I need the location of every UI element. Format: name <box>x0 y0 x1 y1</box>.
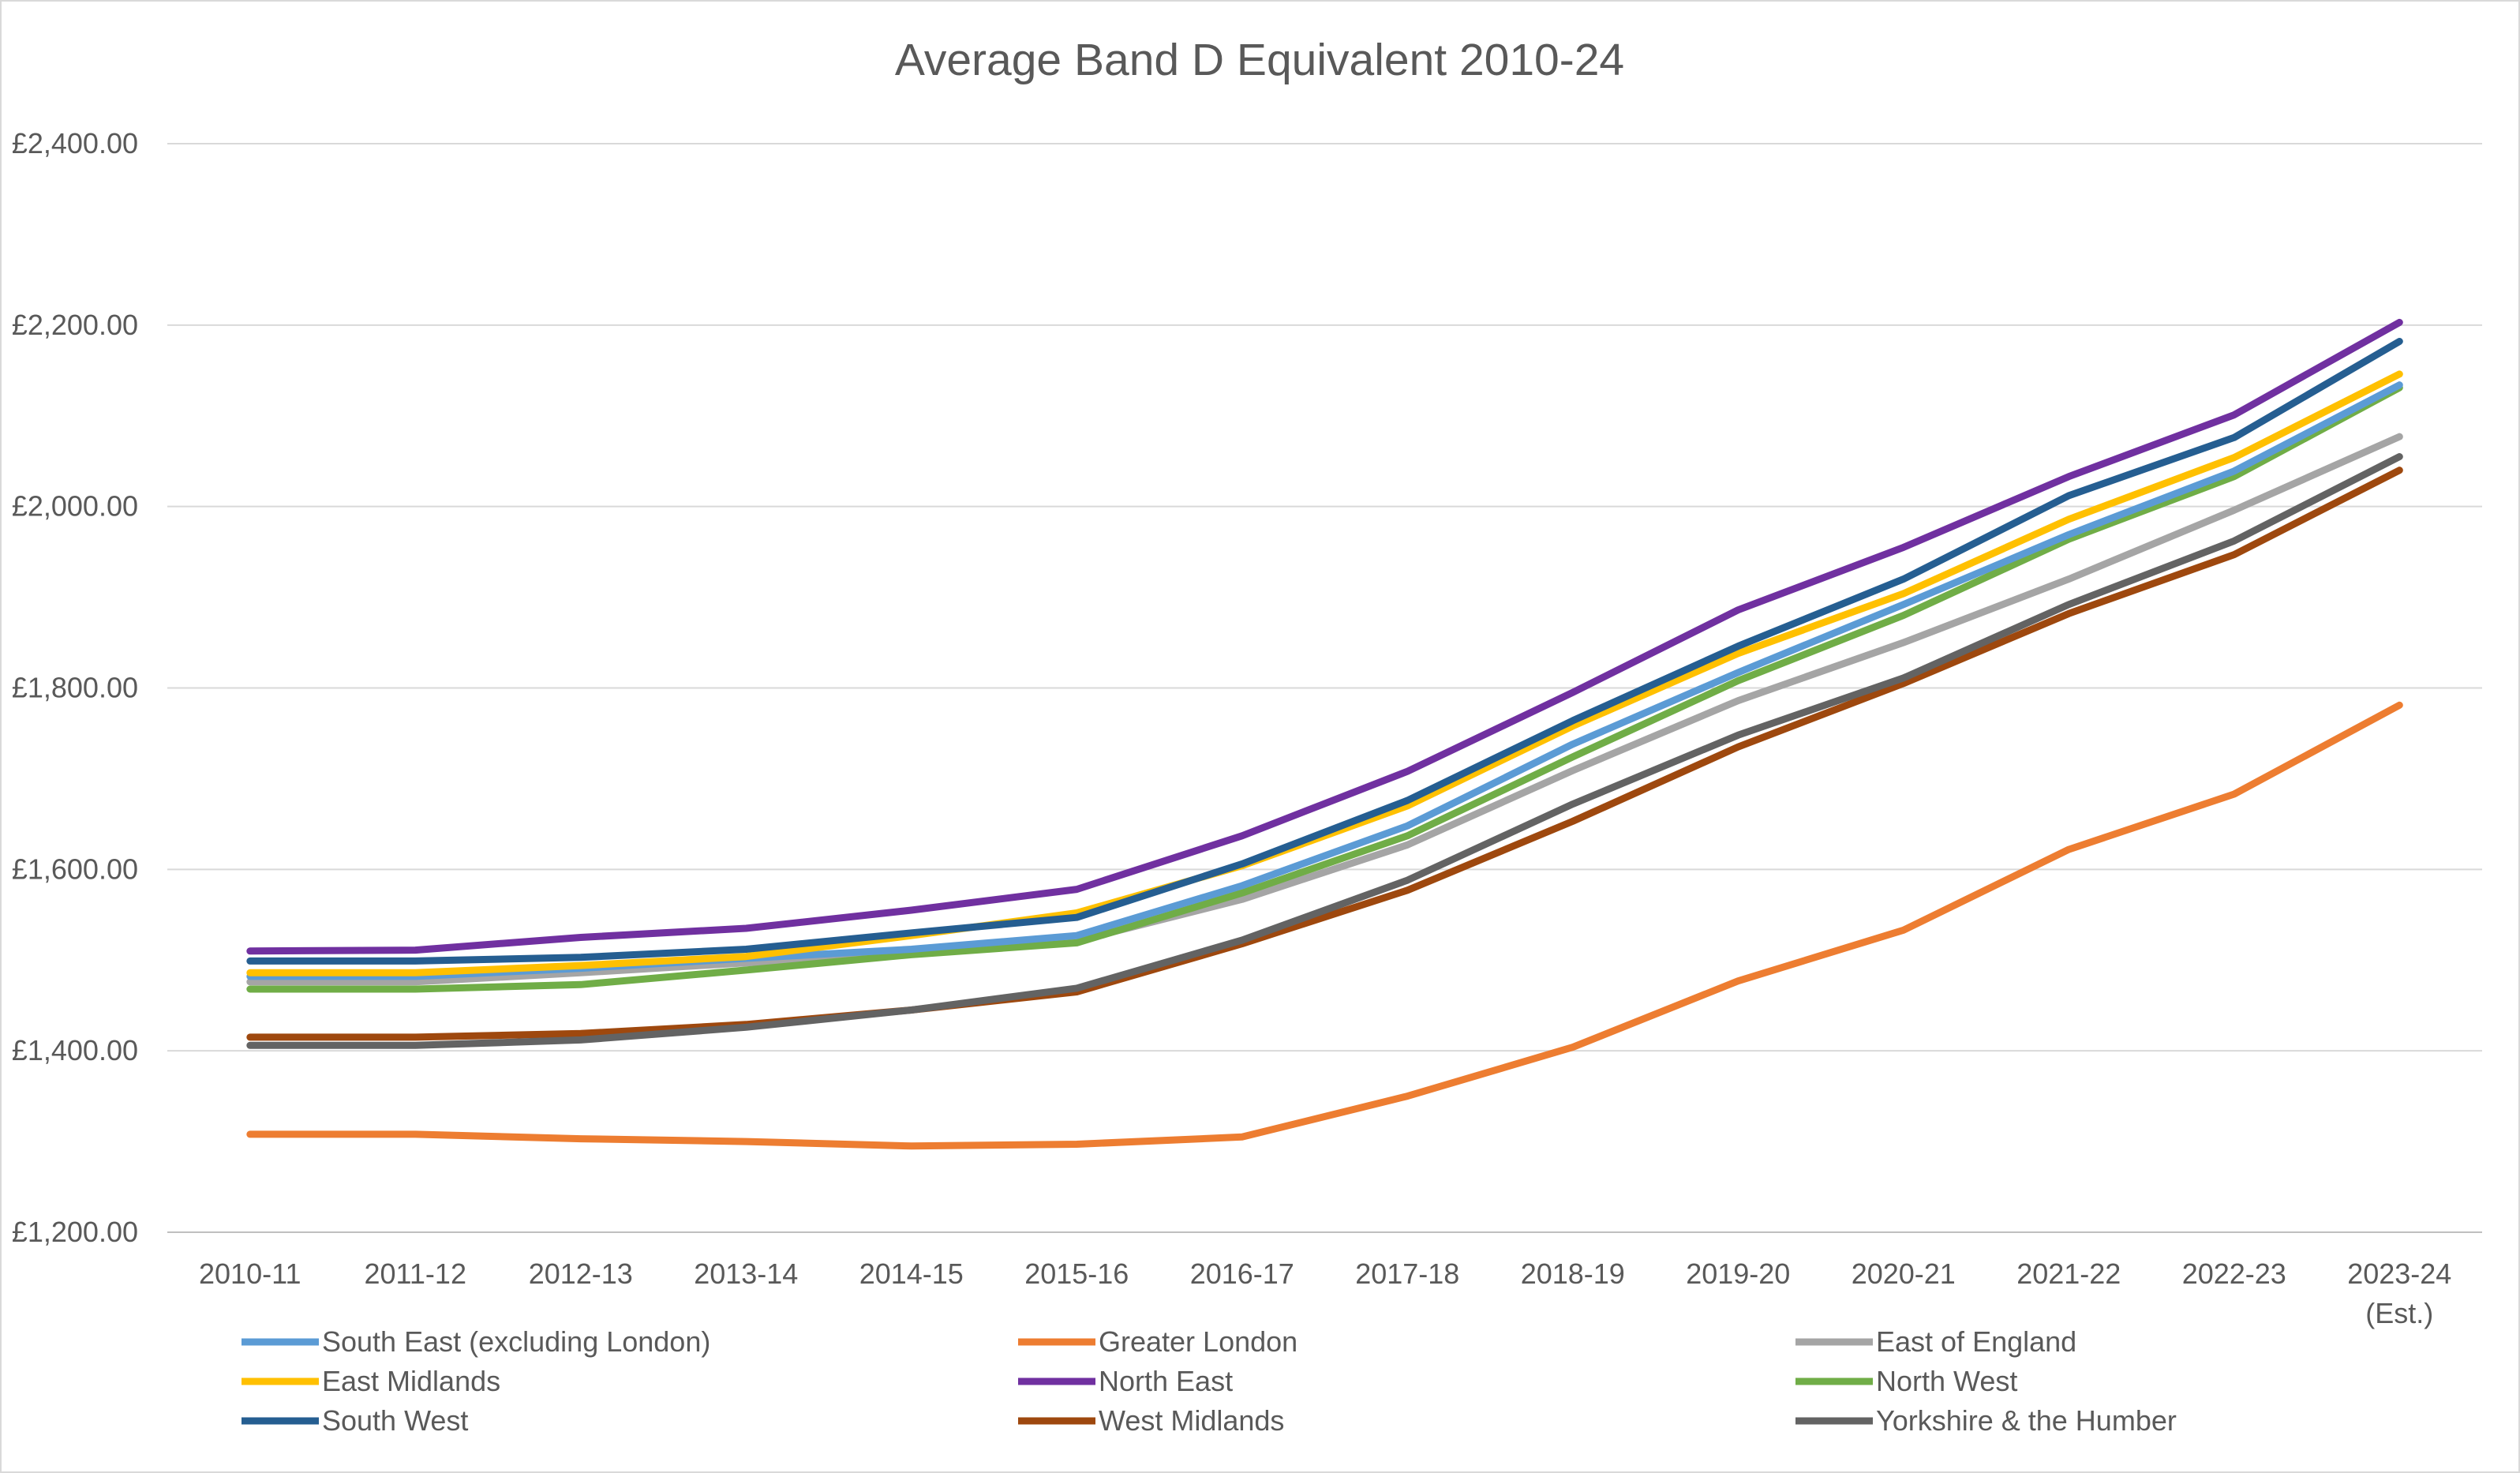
legend-label: East Midlands <box>322 1365 500 1397</box>
x-tick-label: 2022-23 <box>2182 1257 2286 1290</box>
legend-label: South East (excluding London) <box>322 1325 710 1358</box>
series-line <box>246 338 2403 965</box>
series-line <box>246 370 2403 976</box>
legend-label: Yorkshire & the Humber <box>1876 1404 2177 1437</box>
y-tick-label: £2,000.00 <box>12 490 138 523</box>
y-tick-label: £1,400.00 <box>12 1034 138 1066</box>
x-tick-label: 2019-20 <box>1686 1257 1790 1290</box>
legend-item: South West <box>242 1404 468 1437</box>
series-line <box>246 701 2403 1150</box>
legend-item: West Midlands <box>1018 1404 1284 1437</box>
legend-label: Greater London <box>1099 1325 1297 1358</box>
legend-label: North West <box>1876 1365 2017 1397</box>
legend-item: East of England <box>1795 1325 2076 1358</box>
y-axis: £1,200.00 £1,400.00 £1,600.00 £1,800.00 £2,0… <box>12 127 138 1248</box>
x-tick-label: 2010-11 <box>199 1257 301 1290</box>
series-line <box>246 467 2403 1041</box>
x-tick-label: 2018-19 <box>1521 1257 1625 1290</box>
legend-label: South West <box>322 1404 468 1437</box>
y-tick-label: £2,400.00 <box>12 127 138 159</box>
grid-lines <box>167 143 2482 1233</box>
y-tick-label: £2,200.00 <box>12 309 138 341</box>
chart-title: Average Band D Equivalent 2010-24 <box>895 35 1624 85</box>
x-axis: 2010-11 2011-12 2012-13 2013-14 2014-15 2015-… <box>199 1257 2451 1329</box>
x-tick-label: 2021-22 <box>2016 1257 2121 1290</box>
x-tick-label: 2017-18 <box>1355 1257 1459 1290</box>
series-line <box>246 453 2403 1049</box>
x-tick-label: 2011-12 <box>365 1257 466 1290</box>
x-tick-label: 2014-15 <box>859 1257 964 1290</box>
legend-item: Yorkshire & the Humber <box>1795 1404 2177 1437</box>
series-line <box>246 318 2403 955</box>
legend-label: North East <box>1099 1365 1233 1397</box>
x-tick-label: 2020-21 <box>1852 1257 1956 1290</box>
series-lines <box>246 318 2403 1150</box>
legend-item: North West <box>1795 1365 2017 1397</box>
x-tick-label: 2012-13 <box>529 1257 633 1290</box>
legend-label: West Midlands <box>1099 1404 1284 1437</box>
legend-item: South East (excluding London) <box>242 1325 710 1358</box>
legend-item: Greater London <box>1018 1325 1297 1358</box>
x-tick-label: 2023-24 (Est.) <box>2347 1257 2451 1329</box>
x-tick-label: 2015-16 <box>1024 1257 1129 1290</box>
y-tick-label: £1,200.00 <box>12 1216 138 1248</box>
y-tick-label: £1,600.00 <box>12 853 138 885</box>
y-tick-label: £1,800.00 <box>12 672 138 704</box>
legend-label: East of England <box>1876 1325 2076 1358</box>
series-line <box>246 433 2403 986</box>
legend-item: East Midlands <box>242 1365 500 1397</box>
legend: South East (excluding London) Greater Lon… <box>242 1325 2177 1437</box>
legend-item: North East <box>1018 1365 1233 1397</box>
x-tick-label: 2013-14 <box>694 1257 798 1290</box>
x-tick-label: 2016-17 <box>1190 1257 1294 1290</box>
series-line <box>246 384 2403 993</box>
